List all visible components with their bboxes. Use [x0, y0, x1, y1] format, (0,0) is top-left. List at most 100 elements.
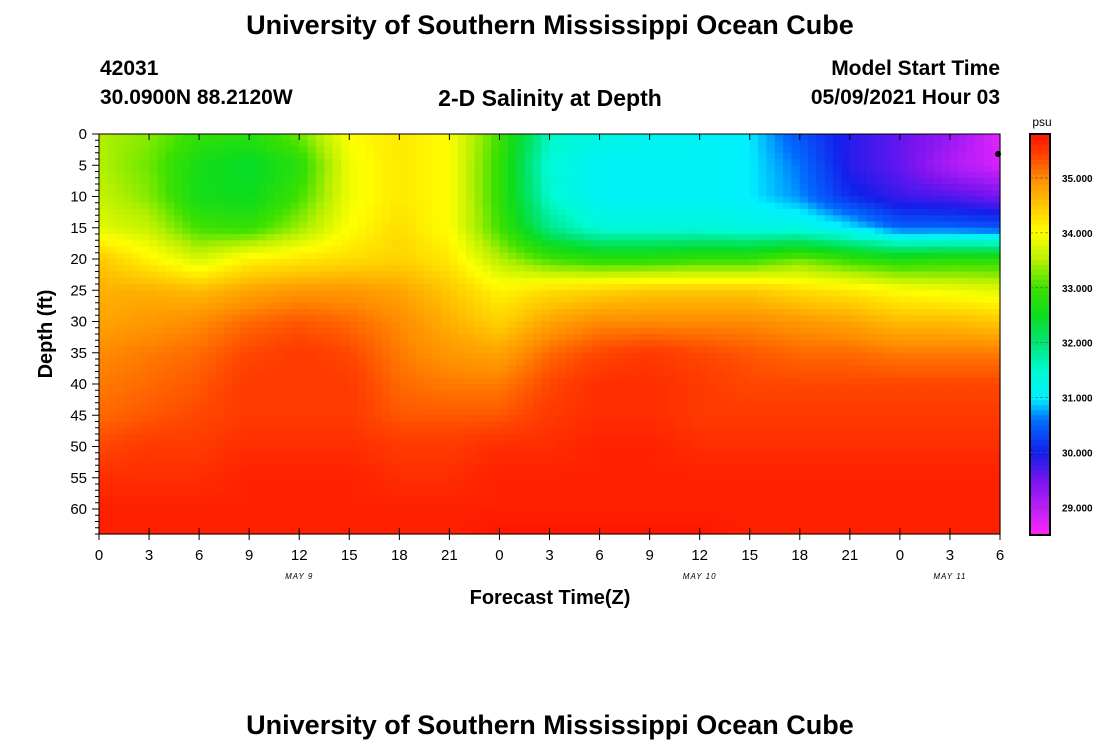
heatmap-cell	[349, 477, 359, 485]
heatmap-cell	[132, 334, 142, 341]
heatmap-cell	[282, 515, 292, 523]
heatmap-cell	[382, 234, 392, 241]
heatmap-cell	[107, 346, 117, 354]
heatmap-cell	[124, 509, 133, 516]
heatmap-cell	[649, 296, 659, 304]
heatmap-cell	[140, 190, 150, 198]
heatmap-cell	[324, 521, 334, 529]
heatmap-cell	[599, 496, 609, 504]
heatmap-cell	[207, 321, 217, 329]
heatmap-cell	[674, 384, 684, 391]
heatmap-cell	[324, 271, 334, 279]
heatmap-cell	[582, 515, 592, 523]
heatmap-cell	[190, 302, 200, 310]
heatmap-cell	[332, 359, 342, 366]
heatmap-cell	[107, 215, 117, 223]
heatmap-cell	[649, 309, 659, 316]
heatmap-cell	[365, 515, 375, 523]
heatmap-cell	[441, 502, 450, 510]
heatmap-cell	[390, 215, 400, 223]
heatmap-cell	[507, 177, 517, 185]
heatmap-cell	[574, 309, 584, 316]
heatmap-cell	[741, 296, 751, 304]
heatmap-cell	[407, 315, 417, 323]
heatmap-cell	[466, 509, 476, 516]
heatmap-cell	[174, 527, 184, 535]
heatmap-cell	[491, 296, 501, 304]
heatmap-cell	[416, 227, 425, 235]
heatmap-cell	[374, 134, 384, 141]
heatmap-cell	[708, 252, 717, 260]
heatmap-cell	[215, 171, 225, 179]
heatmap-cell	[299, 371, 309, 379]
heatmap-cell	[557, 271, 567, 279]
heatmap-cell	[207, 352, 217, 360]
heatmap-cell	[449, 434, 459, 441]
heatmap-cell	[357, 340, 367, 348]
heatmap-cell	[733, 259, 742, 266]
heatmap-cell	[99, 221, 108, 229]
heatmap-cell	[365, 396, 375, 404]
heatmap-cell	[407, 171, 417, 179]
heatmap-cell	[716, 396, 726, 404]
heatmap-cell	[616, 402, 626, 410]
heatmap-cell	[249, 327, 259, 335]
heatmap-cell	[207, 265, 217, 273]
heatmap-cell	[390, 340, 400, 348]
heatmap-cell	[641, 371, 651, 379]
heatmap-cell	[491, 427, 501, 435]
heatmap-cell	[632, 340, 642, 348]
heatmap-cell	[432, 196, 442, 204]
heatmap-cell	[682, 477, 692, 485]
heatmap-cell	[457, 190, 467, 198]
heatmap-cell	[691, 390, 701, 398]
heatmap-cell	[132, 327, 142, 335]
heatmap-cell	[357, 515, 367, 523]
heatmap-cell	[491, 209, 501, 216]
heatmap-cell	[716, 302, 726, 310]
heatmap-cell	[649, 190, 659, 198]
heatmap-cell	[691, 496, 701, 504]
heatmap-cell	[716, 327, 726, 335]
heatmap-cell	[157, 521, 167, 529]
heatmap-cell	[365, 202, 375, 210]
heatmap-cell	[349, 434, 359, 441]
heatmap-cell	[99, 277, 108, 285]
heatmap-cell	[190, 396, 200, 404]
heatmap-cell	[699, 346, 709, 354]
heatmap-cell	[290, 184, 300, 191]
heatmap-cell	[474, 309, 484, 316]
heatmap-cell	[207, 377, 217, 385]
heatmap-cell	[674, 352, 684, 360]
heatmap-cell	[374, 221, 384, 229]
heatmap-cell	[207, 190, 217, 198]
heatmap-cell	[374, 521, 384, 529]
heatmap-cell	[407, 240, 417, 248]
heatmap-cell	[574, 440, 584, 448]
heatmap-cell	[432, 146, 442, 154]
heatmap-cell	[107, 159, 117, 166]
heatmap-cell	[599, 409, 609, 416]
heatmap-cell	[666, 296, 676, 304]
heatmap-cell	[240, 190, 250, 198]
heatmap-cell	[499, 471, 509, 479]
heatmap-cell	[574, 390, 584, 398]
heatmap-cell	[349, 427, 359, 435]
heatmap-cell	[140, 302, 150, 310]
heatmap-cell	[616, 340, 626, 348]
heatmap-cell	[641, 240, 651, 248]
heatmap-cell	[674, 209, 684, 216]
heatmap-cell	[708, 290, 717, 298]
heatmap-cell	[591, 309, 601, 316]
heatmap-cell	[457, 277, 467, 285]
heatmap-cell	[466, 434, 476, 441]
heatmap-cell	[265, 334, 275, 341]
heatmap-cell	[591, 509, 601, 516]
heatmap-cell	[607, 259, 617, 266]
heatmap-cell	[140, 134, 150, 141]
heatmap-cell	[324, 359, 334, 366]
heatmap-cell	[549, 421, 559, 429]
heatmap-cell	[357, 259, 367, 266]
heatmap-cell	[682, 421, 692, 429]
heatmap-cell	[416, 165, 425, 173]
